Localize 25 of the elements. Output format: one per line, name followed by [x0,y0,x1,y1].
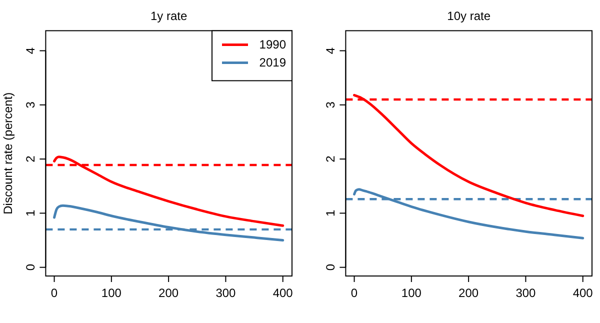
x-tick-label: 400 [272,286,294,300]
y-tick-label: 1 [324,210,338,217]
x-tick-label: 0 [350,286,358,300]
x-tick-label: 100 [401,286,422,300]
legend-label: 1990 [259,38,286,52]
chart-title: 10y rate [447,9,491,23]
y-tick-label: 2 [24,155,38,162]
y-tick-label: 1 [24,210,38,217]
y-tick-label: 2 [324,155,338,162]
y-tick-label: 0 [24,264,38,271]
x-tick-label: 200 [458,286,479,300]
y-tick-label: 3 [24,101,38,108]
legend-label: 2019 [259,56,286,70]
x-tick-label: 0 [50,286,58,300]
y-tick-label: 0 [324,264,338,271]
chart-title: 1y rate [150,9,188,23]
y-tick-label: 4 [24,47,38,54]
x-tick-label: 400 [572,286,594,300]
x-tick-label: 100 [101,286,122,300]
y-tick-label: 3 [324,101,338,108]
x-tick-label: 300 [516,286,536,300]
y-tick-label: 4 [324,47,338,54]
y-axis-title: Discount rate (percent) [1,92,15,214]
x-tick-label: 300 [216,286,236,300]
x-tick-label: 200 [158,286,179,300]
